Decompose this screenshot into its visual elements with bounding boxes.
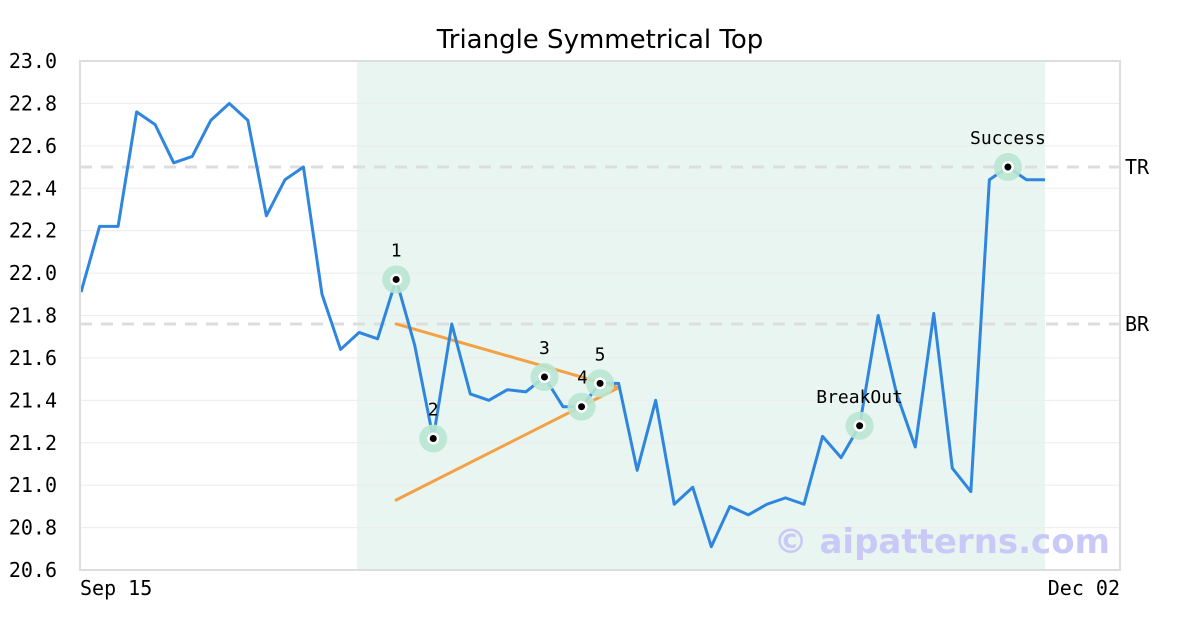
price-line: [79, 101, 1045, 549]
marker-label-1: 1: [391, 240, 402, 261]
chart-title: Triangle Symmetrical Top: [436, 25, 764, 55]
marker-label-3: 3: [539, 338, 550, 359]
marker-dot-1: [392, 275, 400, 283]
y-tick-label: 20.8: [9, 516, 57, 540]
reference-lines: TR BR: [80, 155, 1150, 336]
x-tick-label: Sep 15: [80, 576, 152, 600]
annotation-markers: 1 2 3 45 BreakOut Success: [382, 128, 1046, 453]
y-tick-label: 22.2: [9, 219, 57, 243]
y-tick-label: 20.6: [9, 558, 57, 582]
y-tick-label: 22.0: [9, 261, 57, 285]
y-axis-ticks: 20.6 20.8 21.0 21.2 21.4 21.6 21.8 22.0 22.2 22.4…: [9, 49, 57, 582]
marker-dot-breakout: [856, 422, 864, 430]
marker-dot-2: [429, 435, 437, 443]
y-tick-label: 22.8: [9, 91, 57, 115]
y-tick-label: 22.4: [9, 176, 57, 200]
marker-label-5: 5: [595, 344, 606, 365]
marker-dot-3: [540, 373, 548, 381]
plot-frame: [79, 60, 1121, 571]
y-tick-label: 21.2: [9, 431, 57, 455]
reference-label-br: BR: [1125, 312, 1150, 336]
marker-label-breakout: BreakOut: [816, 387, 903, 408]
marker-dot-5: [596, 379, 604, 387]
marker-dot-4: [578, 403, 586, 411]
marker-label-4: 4: [577, 368, 588, 389]
y-tick-label: 21.0: [9, 473, 57, 497]
y-tick-label: 21.8: [9, 304, 57, 328]
watermark: © aipatterns.com: [774, 522, 1110, 562]
marker-label-2: 2: [428, 400, 439, 421]
y-tick-label: 21.6: [9, 346, 57, 370]
y-tick-label: 22.6: [9, 134, 57, 158]
x-axis-ticks: Sep 15 Dec 02: [80, 576, 1120, 600]
trendline: [394, 322, 621, 390]
marker-dot-success: [1004, 163, 1012, 171]
reference-label-tr: TR: [1125, 155, 1150, 179]
x-tick-label: Dec 02: [1048, 576, 1120, 600]
y-tick-label: 23.0: [9, 49, 57, 73]
y-tick-label: 21.4: [9, 388, 57, 412]
marker-label-success: Success: [970, 128, 1046, 149]
